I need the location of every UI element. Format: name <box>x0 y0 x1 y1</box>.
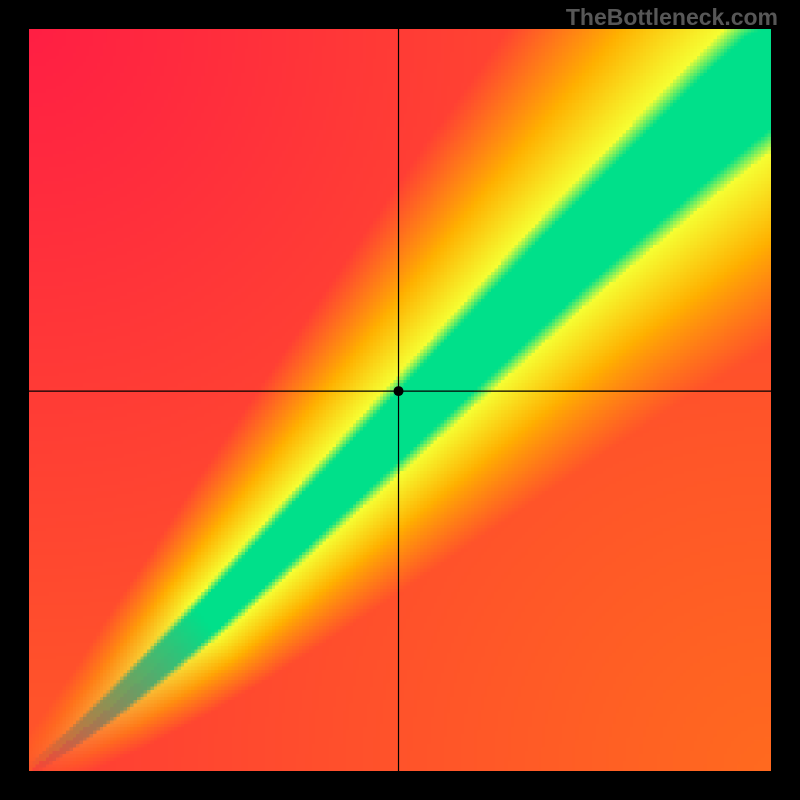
watermark-text: TheBottleneck.com <box>566 4 778 31</box>
bottleneck-heatmap <box>29 29 771 771</box>
chart-container: { "watermark": { "text": "TheBottleneck.… <box>0 0 800 800</box>
